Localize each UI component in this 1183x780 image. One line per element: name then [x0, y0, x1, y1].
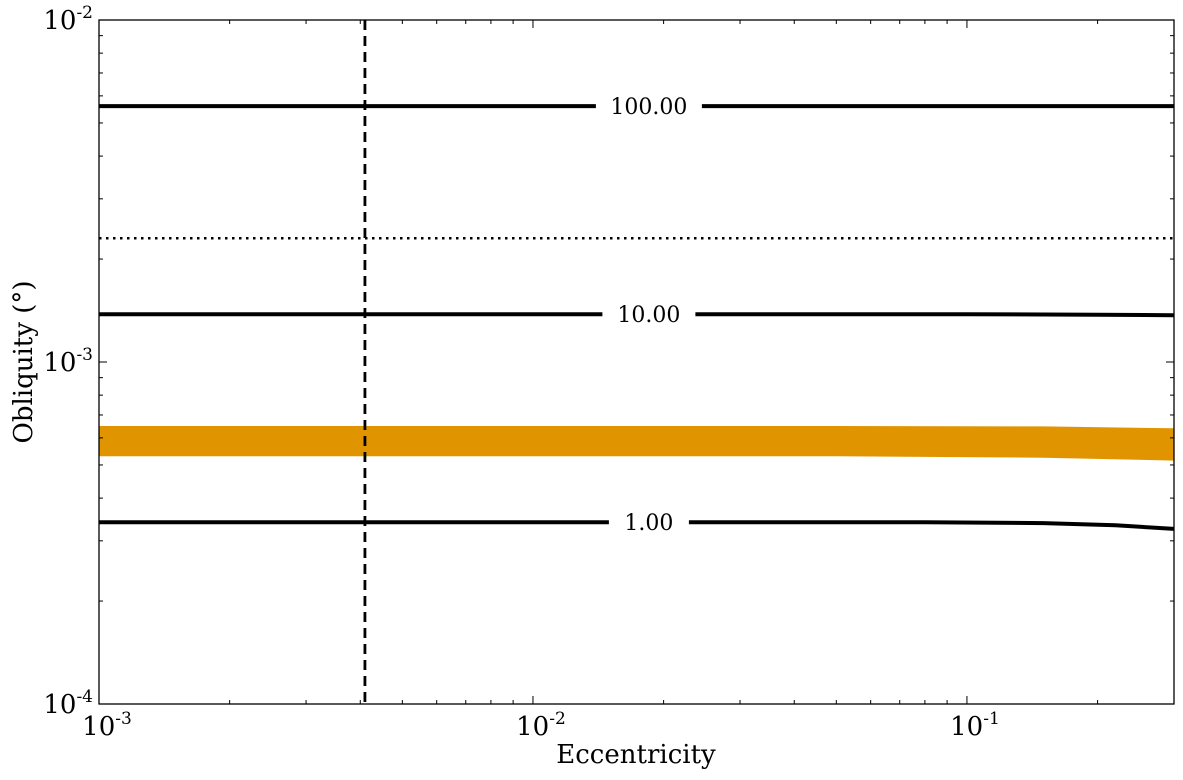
contour-line-1-seg-1: [695, 312, 1174, 318]
contour-line-2-seg-1: [688, 520, 1174, 531]
x-tick-label-0: 10-3: [82, 709, 132, 742]
x-tick-label-2: 10-1: [950, 709, 1000, 742]
contour-label-0: 100.00: [610, 95, 687, 120]
x-tick-label-1: 10-2: [516, 709, 566, 742]
plot-area: [99, 20, 1174, 704]
axis-ticks: 10-3 10-2 10-110-410-310-2: [43, 3, 1175, 742]
y-axis-title: Obliquity (°): [9, 281, 39, 444]
contour-label-1: 10.00: [617, 303, 680, 328]
y-tick-label-0: 10-4: [43, 687, 93, 720]
y-tick-label-2: 10-2: [43, 3, 93, 36]
y-tick-label-1: 10-3: [43, 345, 93, 378]
orange-band: [99, 426, 1174, 461]
contour-labels: 100.00 10.00 1.00: [610, 95, 687, 536]
contour-label-2: 1.00: [624, 511, 673, 536]
x-axis-title: Eccentricity: [556, 740, 716, 770]
plot-frame: [98, 19, 1175, 705]
